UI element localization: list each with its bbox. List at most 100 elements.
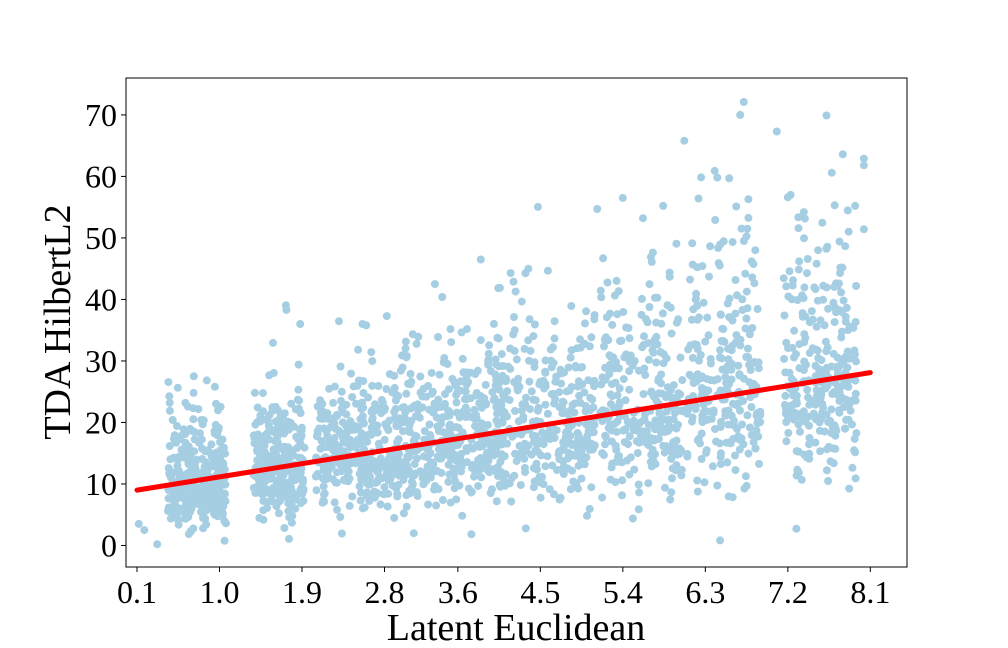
scatter-point xyxy=(822,410,831,419)
scatter-point xyxy=(827,168,836,177)
scatter-point xyxy=(195,500,204,509)
scatter-point xyxy=(484,360,493,369)
scatter-point xyxy=(512,355,521,364)
scatter-point xyxy=(615,384,624,393)
y-tick-label: 20 xyxy=(85,404,117,440)
scatter-point xyxy=(726,439,735,448)
y-tick-label: 50 xyxy=(85,220,117,256)
scatter-point xyxy=(715,353,724,362)
scatter-point xyxy=(805,318,814,327)
scatter-point xyxy=(541,368,550,377)
scatter-point xyxy=(780,354,789,363)
scatter-point xyxy=(671,466,680,475)
scatter-point xyxy=(180,448,189,457)
scatter-point xyxy=(259,389,267,398)
scatter-point xyxy=(833,281,842,290)
scatter-point xyxy=(742,287,751,296)
scatter-point xyxy=(189,388,198,397)
y-tick-label: 30 xyxy=(85,343,117,379)
scatter-point xyxy=(419,468,428,477)
scatter-point xyxy=(214,426,223,435)
scatter-point xyxy=(644,479,653,488)
scatter-point xyxy=(647,257,656,266)
scatter-point xyxy=(688,353,697,362)
scatter-point xyxy=(382,312,391,321)
scatter-point xyxy=(408,330,417,339)
scatter-point xyxy=(331,424,340,433)
scatter-point xyxy=(823,242,832,251)
scatter-point xyxy=(723,458,732,467)
scatter-point xyxy=(807,307,816,316)
scatter-point xyxy=(483,421,492,429)
scatter-point xyxy=(550,317,559,326)
scatter-point xyxy=(716,536,725,545)
scatter-point xyxy=(571,363,580,372)
scatter-point xyxy=(731,451,739,460)
scatter-point xyxy=(709,406,718,415)
scatter-point xyxy=(688,260,697,269)
scatter-point xyxy=(221,480,230,489)
scatter-point xyxy=(784,429,793,437)
scatter-point xyxy=(457,449,466,458)
scatter-point xyxy=(280,443,289,452)
scatter-point xyxy=(329,398,338,407)
scatter-point xyxy=(571,451,579,460)
scatter-point xyxy=(822,283,831,292)
scatter-point xyxy=(280,480,289,489)
scatter-point xyxy=(385,454,393,463)
scatter-point xyxy=(666,495,675,504)
scatter-point xyxy=(830,201,839,210)
scatter-point xyxy=(452,495,461,504)
scatter-point xyxy=(831,303,839,312)
scatter-point xyxy=(259,506,268,515)
scatter-point xyxy=(665,415,673,424)
scatter-point xyxy=(598,373,607,382)
scatter-point xyxy=(559,470,568,478)
scatter-point xyxy=(220,465,229,474)
scatter-point xyxy=(625,334,634,343)
scatter-point xyxy=(716,453,725,462)
scatter-point xyxy=(286,468,295,477)
scatter-point xyxy=(784,344,792,352)
scatter-point xyxy=(331,478,340,487)
scatter-point xyxy=(353,435,362,444)
scatter-point xyxy=(207,440,216,449)
scatter-point xyxy=(742,314,751,323)
scatter-point xyxy=(456,377,465,386)
scatter-point xyxy=(649,435,658,444)
scatter-point xyxy=(359,463,368,472)
scatter-point xyxy=(677,471,686,480)
scatter-point xyxy=(458,511,467,520)
scatter-point xyxy=(742,353,751,361)
scatter-point xyxy=(744,213,753,222)
scatter-point xyxy=(612,358,621,366)
scatter-point xyxy=(430,280,439,289)
scatter-point xyxy=(202,376,211,385)
scatter-point xyxy=(647,388,655,397)
scatter-point xyxy=(524,264,533,273)
scatter-point xyxy=(212,399,220,408)
scatter-point xyxy=(846,406,855,415)
scatter-point xyxy=(850,434,859,443)
scatter-point xyxy=(390,513,399,522)
scatter-point xyxy=(526,346,535,355)
scatter-point xyxy=(598,449,607,458)
scatter-point xyxy=(652,358,661,367)
scatter-point xyxy=(639,390,648,399)
scatter-point xyxy=(291,495,300,504)
scatter-point xyxy=(821,337,830,346)
scatter-point xyxy=(438,496,447,504)
scatter-point xyxy=(382,385,391,393)
scatter-point xyxy=(475,399,484,408)
scatter-point xyxy=(422,392,431,401)
scatter-point xyxy=(667,454,676,463)
scatter-point xyxy=(814,246,823,255)
scatter-point xyxy=(812,345,820,354)
scatter-point xyxy=(509,330,518,339)
scatter-point xyxy=(442,412,451,421)
scatter-point xyxy=(214,406,222,415)
scatter-point xyxy=(216,453,225,462)
scatter-point xyxy=(641,410,649,419)
scatter-point xyxy=(798,312,807,321)
scatter-point xyxy=(619,426,628,435)
